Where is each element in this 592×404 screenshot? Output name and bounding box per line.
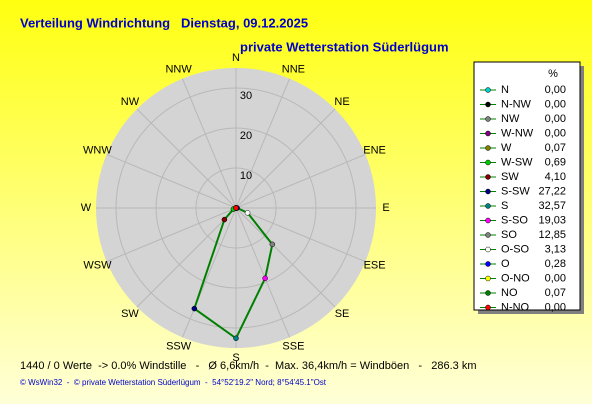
spoke [235, 207, 291, 338]
legend-marker [485, 188, 491, 195]
legend-value: 0,00 [545, 84, 566, 96]
spoke [136, 207, 237, 308]
legend-value: 0,00 [545, 127, 566, 139]
legend-value: 0,00 [545, 98, 566, 110]
legend-marker [485, 145, 491, 151]
legend-label: W-NW [501, 127, 534, 139]
chart-subtitle: private Wetterstation Süderlügum [240, 39, 449, 54]
spoke [235, 207, 366, 263]
legend-marker [485, 275, 491, 282]
legend-value: 0,69 [545, 156, 566, 168]
grid-circle [195, 167, 277, 249]
legend-marker [485, 261, 491, 267]
legend-value: 0,07 [545, 142, 566, 154]
legend-value: 4,10 [545, 171, 566, 183]
legend-marker [485, 203, 491, 209]
direction-label: SE [335, 308, 350, 320]
legend-value: 12,85 [538, 229, 566, 241]
spoke [235, 78, 291, 209]
legend-label: N-NO [501, 301, 530, 313]
legend-marker [485, 174, 491, 180]
legend-marker [485, 130, 491, 137]
data-point [233, 335, 239, 342]
legend-marker [485, 101, 491, 108]
spoke [136, 108, 237, 209]
direction-label: NE [334, 96, 349, 108]
spoke [181, 207, 237, 338]
chart-title: Verteilung Windrichtung Dienstag, 09.12.… [20, 15, 308, 30]
spoke [235, 108, 336, 209]
legend-marker [485, 217, 491, 224]
direction-label: S [232, 352, 239, 364]
direction-label: SW [121, 308, 139, 320]
data-point [262, 275, 268, 282]
legend-marker [485, 246, 491, 253]
grid-circle [155, 127, 317, 289]
legend-value: 0,00 [545, 113, 566, 125]
direction-label: NNE [282, 63, 305, 75]
legend-label: O-NO [501, 272, 530, 284]
r-tick-label: 20 [240, 130, 252, 142]
legend-label: W-SW [501, 156, 533, 168]
data-point [244, 210, 251, 216]
legend-label: N-NW [501, 98, 532, 110]
legend-header: % [548, 68, 558, 80]
legend-box [473, 61, 581, 311]
data-point [191, 305, 198, 312]
legend-label: O-SO [501, 243, 530, 255]
direction-label: WNW [83, 145, 112, 157]
legend-value: 0,07 [545, 287, 566, 299]
legend-value: 0,00 [545, 301, 566, 313]
data-point [269, 241, 276, 248]
legend-label: S-SO [501, 214, 528, 226]
legend-value: 27,22 [538, 185, 566, 197]
direction-label: SSW [166, 340, 192, 352]
legend-label: SW [501, 171, 519, 183]
spoke [235, 153, 366, 209]
spoke [235, 207, 336, 308]
legend-value: 0,00 [545, 272, 566, 284]
legend-label: SO [501, 229, 517, 241]
direction-label: SSE [282, 340, 304, 352]
direction-label: W [81, 202, 92, 214]
legend-marker [485, 232, 491, 238]
direction-label: N [232, 52, 240, 64]
direction-label: E [382, 202, 389, 214]
r-tick-label: 30 [240, 90, 252, 102]
legend-label: W [501, 142, 512, 154]
legend-value: 0,28 [545, 258, 566, 270]
r-tick-label: 10 [240, 170, 252, 182]
legend-marker [485, 87, 491, 93]
direction-label: NNW [165, 63, 192, 75]
legend-marker [485, 159, 491, 166]
legend-label: S-SW [501, 185, 530, 197]
direction-label: NW [121, 96, 140, 108]
data-point [233, 205, 239, 211]
grid-circle [115, 87, 357, 329]
legend-label: S [501, 200, 508, 212]
legend-value: 19,03 [538, 214, 566, 226]
legend-marker [485, 116, 491, 122]
direction-label: WSW [83, 259, 112, 271]
spoke [181, 78, 237, 209]
direction-label: ENE [363, 145, 386, 157]
spoke [106, 153, 237, 209]
direction-label: ESE [364, 259, 386, 271]
legend-marker [485, 290, 491, 296]
legend-value: 32,57 [538, 200, 566, 212]
legend-label: N [501, 84, 509, 96]
legend-label: NW [501, 113, 520, 125]
copyright: © WsWin32 - © private Wetterstation Süde… [20, 378, 327, 387]
legend-label: O [501, 258, 510, 270]
footer: 1440 / 0 Werte -> 0.0% Windstille - Ø 6,… [20, 360, 476, 372]
legend-value: 3,13 [545, 243, 566, 255]
legend-label: NO [501, 287, 518, 299]
spoke [106, 207, 237, 263]
data-point [221, 216, 228, 223]
legend-marker [485, 304, 491, 311]
